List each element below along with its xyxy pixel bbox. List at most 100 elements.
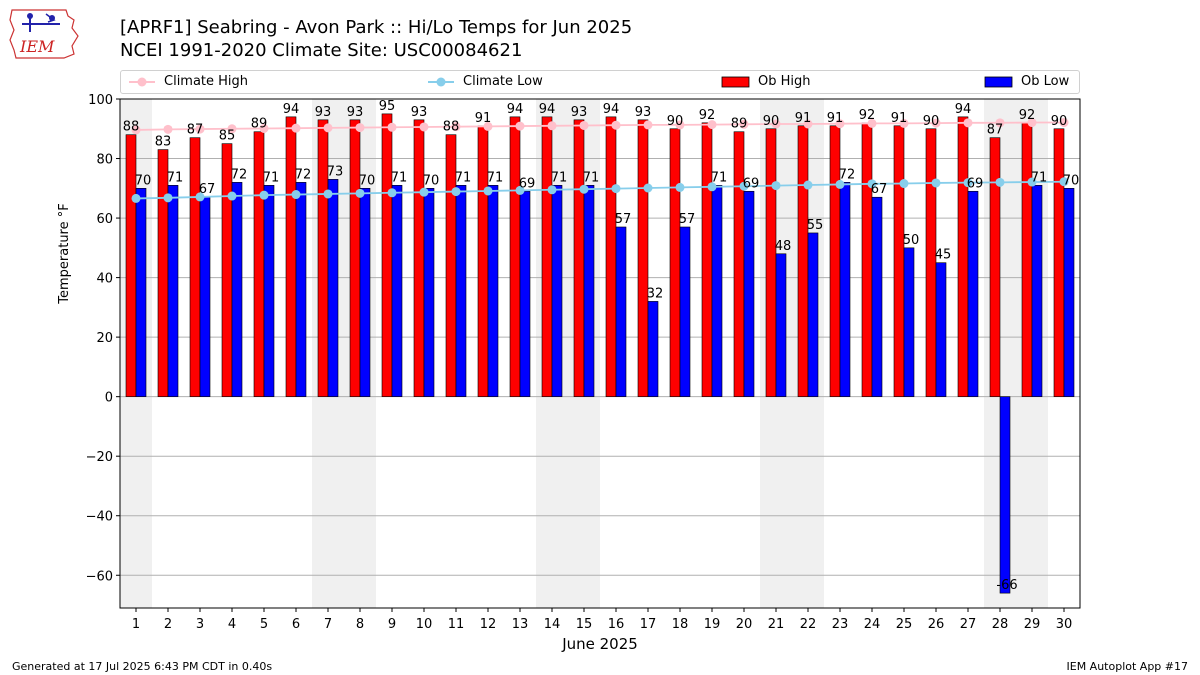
climate-low-point (707, 182, 717, 192)
ob-low-bar (423, 187, 435, 397)
climate-low-point (675, 182, 685, 192)
ob-low-data-label: 50 (903, 233, 920, 248)
climate-high-point (707, 120, 717, 130)
ob-low-data-label: -66 (996, 578, 1017, 593)
y-tick-label: 0 (105, 391, 113, 406)
ob-low-data-label: 45 (935, 248, 952, 263)
ob-high-data-label: 90 (923, 114, 940, 129)
chart-subtitle: NCEI 1991-2020 Climate Site: USC00084621 (120, 40, 523, 61)
ob-high-data-label: 91 (795, 111, 812, 126)
climate-low-point (643, 183, 653, 193)
ob-low-data-label: 69 (519, 176, 536, 191)
climate-high-point (835, 119, 845, 129)
climate-low-point (451, 187, 461, 197)
ob-low-data-label: 72 (839, 167, 856, 182)
ob-low-bar (295, 182, 307, 397)
legend-label-climate-low: Climate Low (463, 74, 543, 89)
climate-low-point (131, 193, 141, 203)
x-tick-label: 20 (736, 617, 753, 632)
climate-low-point (355, 188, 365, 198)
ob-low-data-label: 57 (679, 212, 696, 227)
climate-high-point (195, 124, 205, 134)
ob-high-data-label: 89 (731, 117, 748, 132)
climate-low-point (195, 192, 205, 202)
climate-low-point (163, 193, 173, 203)
ob-low-data-label: 72 (295, 167, 312, 182)
climate-low-point (1027, 177, 1037, 187)
ob-high-data-label: 93 (347, 105, 364, 120)
x-tick-label: 26 (928, 617, 945, 632)
climate-high-point (1027, 118, 1037, 128)
x-tick-label: 13 (512, 617, 529, 632)
climate-high-point (451, 122, 461, 132)
climate-high-point (163, 124, 173, 134)
legend-label-climate-high: Climate High (164, 74, 249, 89)
x-tick-label: 11 (448, 617, 465, 632)
climate-low-point (835, 179, 845, 189)
ob-low-bar (135, 187, 147, 397)
ob-high-bar (605, 116, 617, 397)
y-tick-label: 60 (96, 212, 113, 227)
ob-low-data-label: 71 (455, 170, 472, 185)
y-axis-label: Temperature °F (57, 203, 72, 304)
climate-high-point (1059, 118, 1069, 128)
climate-low-point (867, 179, 877, 189)
ob-high-data-label: 94 (539, 102, 556, 117)
climate-low-point (259, 190, 269, 200)
ob-high-bar (797, 125, 809, 397)
ob-high-data-label: 89 (251, 117, 268, 132)
legend-label-ob-high: Ob High (758, 74, 811, 89)
ob-low-data-label: 32 (647, 286, 664, 301)
x-tick-label: 21 (768, 617, 785, 632)
iem-logo: IEM (9, 9, 79, 59)
climate-low-point (547, 185, 557, 195)
ob-high-bar (669, 128, 681, 397)
ob-high-bar (1021, 122, 1033, 397)
ob-high-data-label: 90 (667, 114, 684, 129)
x-tick-label: 15 (576, 617, 593, 632)
ob-low-bar (359, 187, 371, 397)
generated-timestamp: Generated at 17 Jul 2025 6:43 PM CDT in … (12, 660, 273, 673)
ob-high-data-label: 93 (411, 105, 428, 120)
ob-low-data-label: 70 (1063, 173, 1080, 188)
ob-low-bar (807, 232, 819, 397)
ob-low-bar (551, 185, 563, 397)
ob-low-bar (775, 253, 787, 397)
ob-low-data-label: 71 (711, 170, 728, 185)
climate-low-legend-marker (428, 77, 454, 87)
ob-low-data-label: 71 (583, 170, 600, 185)
climate-high-point (227, 124, 237, 134)
climate-high-point (963, 118, 973, 128)
climate-low-point (611, 184, 621, 194)
climate-high-point (259, 123, 269, 133)
ob-low-data-label: 71 (487, 170, 504, 185)
ob-low-bar (487, 185, 499, 397)
x-tick-label: 29 (1024, 617, 1041, 632)
ob-low-data-label: 71 (263, 170, 280, 185)
ob-high-bar (765, 128, 777, 397)
ob-high-data-label: 91 (891, 111, 908, 126)
ob-low-bar (967, 190, 979, 397)
ob-low-bar (327, 179, 339, 397)
climate-high-point (323, 123, 333, 133)
x-tick-label: 10 (416, 617, 433, 632)
ob-high-bar (509, 116, 521, 397)
ob-high-bar (413, 119, 425, 397)
y-tick-label: −60 (86, 569, 113, 584)
ob-low-bar (583, 185, 595, 397)
x-tick-label: 14 (544, 617, 561, 632)
app-credit: IEM Autoplot App #17 (1066, 660, 1189, 673)
climate-high-point (995, 118, 1005, 128)
ob-high-data-label: 87 (187, 123, 204, 138)
ob-high-data-label: 94 (283, 102, 300, 117)
ob-low-bar (391, 185, 403, 397)
ob-high-data-label: 83 (155, 135, 172, 150)
climate-high-point (771, 119, 781, 129)
climate-high-point (387, 122, 397, 132)
climate-low-line (135, 180, 1065, 200)
x-tick-label: 30 (1056, 617, 1073, 632)
x-tick-label: 24 (864, 617, 881, 632)
ob-high-bar (157, 149, 169, 397)
climate-high-legend-marker (129, 77, 155, 87)
x-tick-label: 18 (672, 617, 689, 632)
